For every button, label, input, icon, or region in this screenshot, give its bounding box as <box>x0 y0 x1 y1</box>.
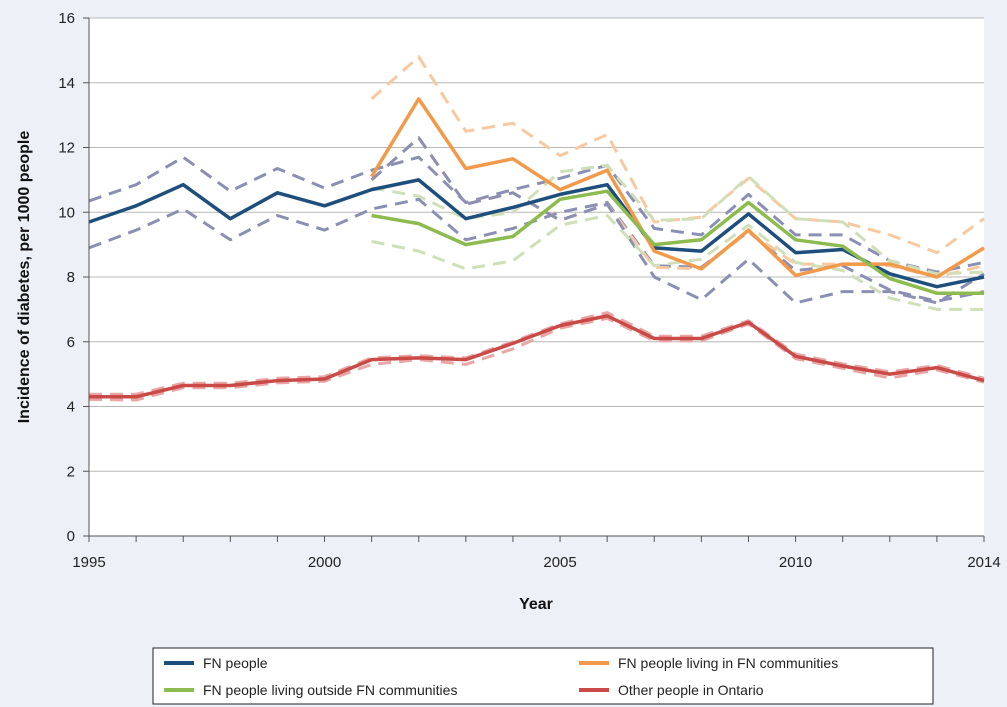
confidence-line <box>371 214 984 311</box>
confidence-line <box>88 316 985 402</box>
y-tick-label: 16 <box>58 10 75 27</box>
legend-box <box>152 647 934 705</box>
y-tick-label: 14 <box>58 75 75 92</box>
gridlines <box>89 17 984 472</box>
series-line <box>88 178 985 289</box>
y-tick-label: 0 <box>67 528 75 545</box>
confidence-interval-lines <box>88 55 985 402</box>
y-tick-label: 6 <box>67 334 75 351</box>
y-tick-label: 10 <box>58 204 75 221</box>
series-line <box>371 189 984 295</box>
axes <box>83 17 985 542</box>
x-tick-labels: 1995 2000 2005 2010 2014 <box>72 554 1000 571</box>
legend-label-other-ontario: Other people in Ontario <box>618 682 764 698</box>
legend-label-fn-outside: FN people living outside FN communities <box>203 682 457 698</box>
x-axis-title: Year <box>519 596 553 613</box>
legend-label-fn-communities: FN people living in FN communities <box>618 655 838 671</box>
confidence-line <box>88 197 985 303</box>
x-tick-label: 2000 <box>308 554 341 571</box>
y-tick-label: 4 <box>67 399 75 416</box>
y-tick-labels: 0 2 4 6 8 10 12 14 16 <box>58 10 75 545</box>
series-line <box>370 97 985 279</box>
y-tick-label: 8 <box>67 269 75 286</box>
x-tick-label: 2010 <box>779 554 812 571</box>
x-tick-label: 2014 <box>967 554 1000 571</box>
series-line <box>89 314 985 399</box>
series-lines <box>88 97 985 399</box>
legend-label-fn-people: FN people <box>203 655 268 671</box>
x-tick-label: 1995 <box>72 554 105 571</box>
confidence-line <box>370 55 985 255</box>
confidence-line <box>89 311 985 396</box>
confidence-line <box>370 136 985 305</box>
y-tick-label: 12 <box>58 140 75 157</box>
x-tick-label: 2005 <box>543 554 576 571</box>
y-axis-title: Incidence of diabetes, per 1000 people <box>16 131 33 424</box>
y-tick-label: 2 <box>67 463 75 480</box>
confidence-line <box>88 155 985 274</box>
legend: FN people FN people living in FN communi… <box>152 647 934 705</box>
